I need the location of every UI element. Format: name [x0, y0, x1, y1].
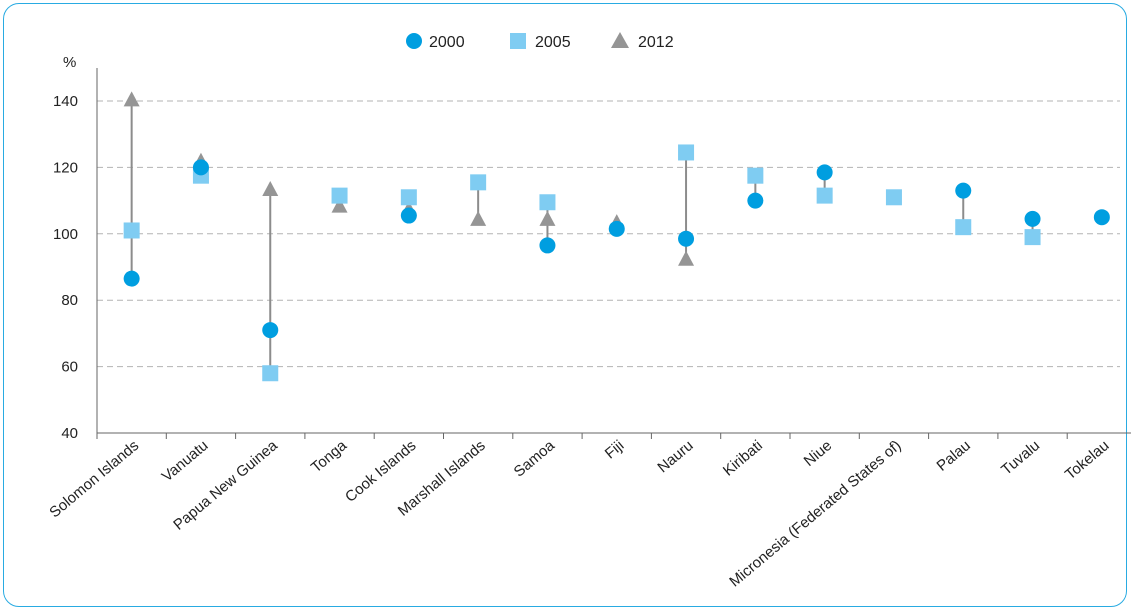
legend-label-2005: 2005 [535, 34, 571, 51]
point-2012 [331, 197, 348, 213]
point-2005 [470, 174, 487, 191]
legend-marker-2012 [611, 32, 629, 48]
legend-marker-2000 [406, 33, 422, 49]
x-category-label: Vanuatu [159, 437, 212, 485]
point-2000 [400, 207, 417, 224]
x-category-label: Tokelau [1062, 437, 1113, 483]
legend: 2000 2005 2012 [406, 32, 674, 51]
point-2005 [262, 365, 279, 382]
x-category-label: Tuvalu [998, 437, 1043, 479]
x-category-label: Tonga [308, 437, 351, 477]
point-2000 [262, 322, 279, 339]
point-2012 [470, 210, 487, 226]
point-2012 [123, 91, 140, 107]
x-category-label: Fiji [602, 437, 628, 462]
point-2000 [539, 237, 556, 254]
x-category-label: Kiribati [720, 437, 766, 480]
y-axis-label: % [63, 54, 76, 71]
point-2000 [123, 270, 140, 287]
point-2012 [262, 180, 279, 196]
point-2000 [816, 164, 833, 181]
y-tick-label: 140 [53, 93, 78, 110]
point-2005 [539, 194, 556, 211]
point-2005 [885, 189, 902, 206]
point-2005 [816, 187, 833, 204]
point-2005 [1024, 229, 1041, 246]
point-2000 [608, 220, 625, 237]
x-category-label: Niue [801, 437, 836, 470]
y-tick-label: 40 [61, 425, 78, 442]
point-2005 [123, 222, 140, 239]
legend-label-2012: 2012 [638, 34, 674, 51]
point-2000 [1024, 210, 1041, 227]
x-category-label: Palau [933, 437, 973, 475]
point-2005 [955, 219, 972, 236]
y-tick-label: 60 [61, 359, 78, 376]
point-2005 [331, 187, 348, 204]
legend-label-2000: 2000 [429, 34, 465, 51]
legend-marker-2005 [510, 33, 526, 49]
point-2000 [747, 192, 764, 209]
point-2012 [539, 210, 556, 226]
x-category-label: Solomon Islands [46, 437, 142, 521]
point-2005 [747, 167, 764, 184]
y-tick-label: 100 [53, 226, 78, 243]
point-2000 [192, 159, 209, 176]
point-2005 [678, 144, 695, 161]
y-tick-label: 80 [61, 292, 78, 309]
point-2000 [678, 230, 695, 247]
x-category-label: Samoa [511, 437, 559, 481]
point-2000 [1093, 209, 1110, 226]
point-2005 [400, 189, 417, 206]
y-tick-label: 120 [53, 159, 78, 176]
x-category-label: Nauru [654, 437, 696, 476]
chart-frame [3, 3, 1127, 607]
point-2012 [678, 250, 695, 266]
point-2000 [955, 182, 972, 199]
